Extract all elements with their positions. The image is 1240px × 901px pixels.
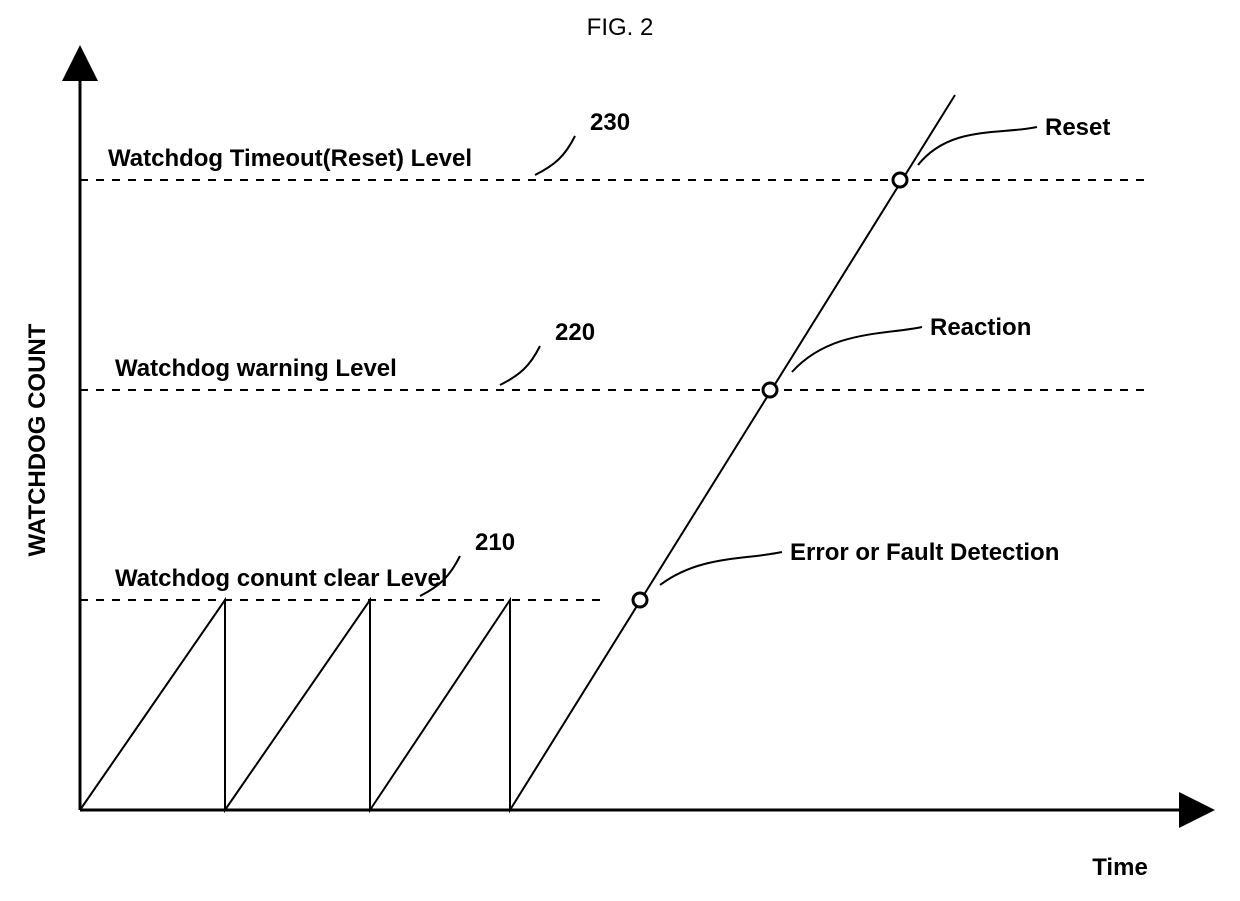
event-points: Error or Fault Detection Reaction Reset <box>633 114 1110 607</box>
point-leader-reset <box>918 127 1037 165</box>
point-leader-reaction <box>792 327 922 372</box>
point-label-reset: Reset <box>1045 114 1110 141</box>
ref-label-reset: 230 <box>590 109 630 136</box>
ref-leader-warning <box>500 346 540 385</box>
point-leader-fault <box>660 552 782 585</box>
point-marker-reset <box>893 173 907 187</box>
ref-label-warning: 220 <box>555 319 595 346</box>
ref-leader-reset <box>535 136 575 175</box>
ref-label-clear: 210 <box>475 529 515 556</box>
level-label-warning: Watchdog warning Level <box>115 355 397 382</box>
watchdog-diagram: FIG. 2 WATCHDOG COUNT Time Watchdog conu… <box>0 0 1240 901</box>
point-label-fault: Error or Fault Detection <box>790 539 1059 566</box>
x-axis-label: Time <box>1092 854 1148 881</box>
watchdog-waveform <box>80 95 955 810</box>
point-marker-fault <box>633 593 647 607</box>
level-label-reset: Watchdog Timeout(Reset) Level <box>108 145 472 172</box>
point-marker-reaction <box>763 383 777 397</box>
y-axis-label: WATCHDOG COUNT <box>24 323 51 556</box>
figure-title: FIG. 2 <box>587 14 654 41</box>
watchdog-count-line <box>80 95 955 810</box>
level-label-clear: Watchdog conunt clear Level <box>115 565 448 592</box>
threshold-levels: Watchdog conunt clear Level 210 Watchdog w… <box>80 109 1150 600</box>
axes <box>80 75 1185 810</box>
point-label-reaction: Reaction <box>930 314 1031 341</box>
